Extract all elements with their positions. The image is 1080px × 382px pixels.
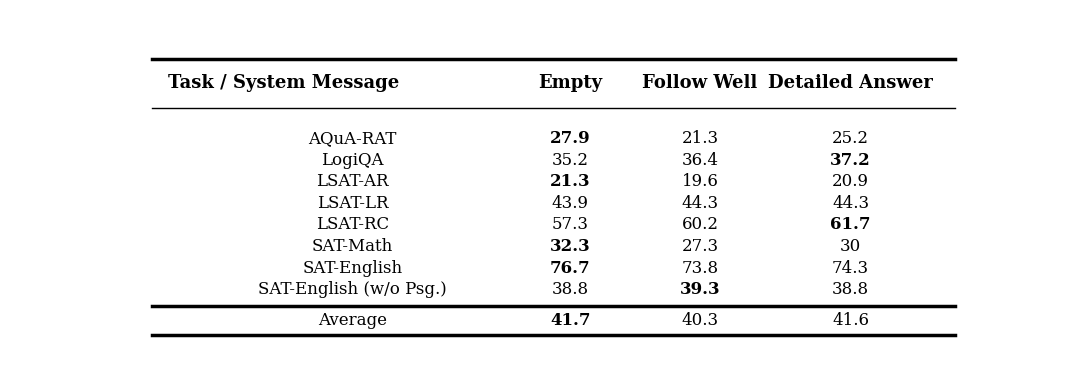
Text: 27.3: 27.3 — [681, 238, 718, 255]
Text: 20.9: 20.9 — [832, 173, 869, 191]
Text: 36.4: 36.4 — [681, 152, 718, 169]
Text: 44.3: 44.3 — [681, 195, 718, 212]
Text: Detailed Answer: Detailed Answer — [768, 74, 933, 92]
Text: 61.7: 61.7 — [831, 217, 870, 233]
Text: 19.6: 19.6 — [681, 173, 718, 191]
Text: SAT-Math: SAT-Math — [312, 238, 393, 255]
Text: LogiQA: LogiQA — [322, 152, 383, 169]
Text: Empty: Empty — [538, 74, 603, 92]
Text: 73.8: 73.8 — [681, 259, 718, 277]
Text: 35.2: 35.2 — [552, 152, 589, 169]
Text: 43.9: 43.9 — [552, 195, 589, 212]
Text: 41.6: 41.6 — [832, 312, 869, 329]
Text: 21.3: 21.3 — [681, 131, 718, 147]
Text: 38.8: 38.8 — [552, 281, 589, 298]
Text: SAT-English (w/o Psg.): SAT-English (w/o Psg.) — [258, 281, 447, 298]
Text: LSAT-RC: LSAT-RC — [316, 217, 389, 233]
Text: SAT-English: SAT-English — [302, 259, 403, 277]
Text: 32.3: 32.3 — [550, 238, 591, 255]
Text: 21.3: 21.3 — [550, 173, 591, 191]
Text: Average: Average — [319, 312, 387, 329]
Text: 60.2: 60.2 — [681, 217, 718, 233]
Text: 38.8: 38.8 — [832, 281, 869, 298]
Text: 44.3: 44.3 — [832, 195, 869, 212]
Text: 39.3: 39.3 — [679, 281, 720, 298]
Text: 74.3: 74.3 — [832, 259, 869, 277]
Text: 76.7: 76.7 — [550, 259, 591, 277]
Text: 25.2: 25.2 — [832, 131, 869, 147]
Text: Task / System Message: Task / System Message — [168, 74, 400, 92]
Text: 27.9: 27.9 — [550, 131, 591, 147]
Text: AQuA-RAT: AQuA-RAT — [309, 131, 396, 147]
Text: Follow Well: Follow Well — [643, 74, 757, 92]
Text: 57.3: 57.3 — [552, 217, 589, 233]
Text: LSAT-LR: LSAT-LR — [316, 195, 389, 212]
Text: 37.2: 37.2 — [831, 152, 870, 169]
Text: 41.7: 41.7 — [550, 312, 591, 329]
Text: 30: 30 — [840, 238, 861, 255]
Text: LSAT-AR: LSAT-AR — [316, 173, 389, 191]
Text: 40.3: 40.3 — [681, 312, 718, 329]
